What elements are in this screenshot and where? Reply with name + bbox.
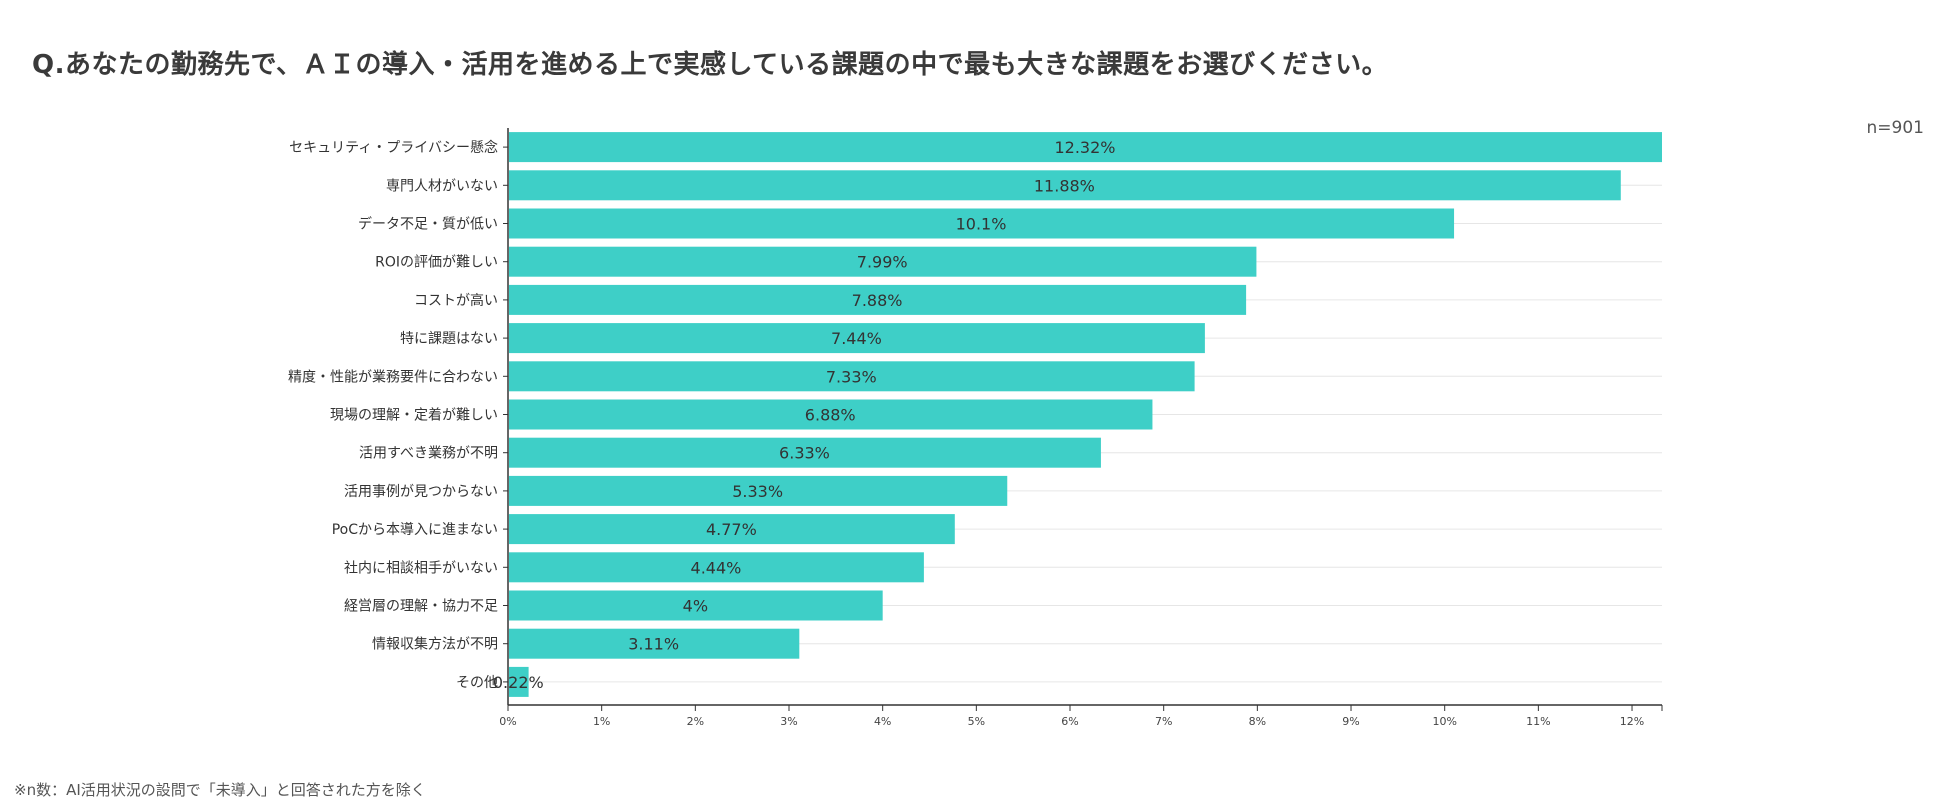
x-tick-label: 2% [687, 715, 704, 728]
bar-value-label: 4.77% [706, 520, 757, 539]
axes [503, 128, 1663, 711]
category-label: その他 [456, 675, 498, 691]
x-tick-label: 8% [1249, 715, 1266, 728]
x-tick-label: 9% [1342, 715, 1359, 728]
bar-value-label: 11.88% [1034, 176, 1095, 195]
bar [509, 399, 1153, 430]
bar [509, 552, 924, 583]
bar [509, 284, 1247, 315]
bar [509, 666, 529, 697]
category-label: 特に課題はない [400, 331, 498, 347]
x-tick-label: 10% [1432, 715, 1456, 728]
x-tick-label: 1% [593, 715, 610, 728]
bar [509, 170, 1621, 201]
x-tick-label: 12% [1620, 715, 1644, 728]
category-label: 精度・性能が業務要件に合わない [288, 369, 498, 385]
bar-value-label: 7.33% [826, 367, 877, 386]
footnote: ※n数：AI活用状況の設問で「未導入」と回答された方を除く [14, 781, 426, 799]
x-tick-label: 5% [968, 715, 985, 728]
bar-value-label: 4% [683, 597, 708, 616]
category-label: 情報収集方法が不明 [372, 636, 498, 653]
x-tick-label: 6% [1061, 715, 1078, 728]
category-label: 社内に相談相手がいない [344, 560, 498, 576]
bar [509, 514, 955, 545]
category-label: 活用事例が見つからない [344, 484, 498, 500]
bar [509, 628, 800, 659]
bar-value-label: 4.44% [691, 558, 742, 577]
category-label: 活用すべき業務が不明 [359, 446, 498, 462]
bar-value-label: 7.88% [852, 291, 903, 310]
bar-value-label: 3.11% [628, 635, 679, 654]
x-tick-label: 4% [874, 715, 891, 728]
bar-value-label: 6.88% [805, 406, 856, 425]
category-label: PoCから本導入に進まない [332, 522, 498, 538]
category-label: コストが高い [414, 292, 498, 309]
bar [509, 361, 1195, 392]
x-tick-label: 11% [1526, 715, 1550, 728]
sample-size-label: n=901 [1866, 118, 1924, 138]
x-tick-label: 7% [1155, 715, 1172, 728]
bar [509, 246, 1257, 277]
bar [509, 208, 1455, 239]
bars [509, 132, 1662, 697]
bar-value-label: 12.32% [1054, 138, 1115, 157]
category-label: 現場の理解・定着が難しい [330, 408, 498, 424]
category-label: 専門人材がいない [386, 178, 498, 194]
bar [509, 590, 883, 621]
bar-value-label: 6.33% [779, 444, 830, 463]
bar [509, 323, 1205, 354]
bar [509, 475, 1008, 506]
bar-chart: セキュリティ・プライバシー懸念 12.32% 専門人材がいない 11.88% データ不足… [288, 128, 1663, 728]
bar [509, 132, 1662, 163]
bar-value-label: 7.99% [857, 253, 908, 272]
bar [509, 437, 1101, 468]
x-tick-label: 3% [780, 715, 797, 728]
bar-value-label: 5.33% [732, 482, 783, 501]
chart-title: Q.あなたの勤務先で、ＡＩの導入・活用を進める上で実感している課題の中で最も大き… [32, 50, 1389, 80]
category-label: セキュリティ・プライバシー懸念 [289, 139, 498, 156]
bar-value-label: 7.44% [831, 329, 882, 348]
category-label: データ不足・質が低い [358, 216, 498, 233]
bar-value-label: 0.22% [493, 673, 544, 692]
x-tick-label: 0% [499, 715, 516, 728]
bar-value-label: 10.1% [956, 215, 1007, 234]
category-label: ROIの評価が難しい [375, 255, 498, 271]
labels: セキュリティ・プライバシー懸念 12.32% 専門人材がいない 11.88% データ不足… [288, 138, 1644, 728]
category-label: 経営層の理解・協力不足 [344, 599, 498, 615]
